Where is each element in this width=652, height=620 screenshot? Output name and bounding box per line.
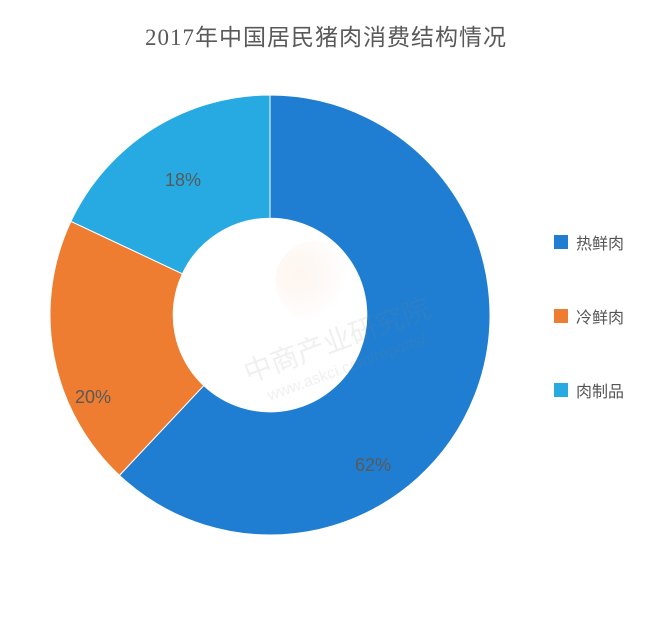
legend-item-1: 冷鲜肉 (554, 304, 624, 328)
legend-swatch-icon (554, 235, 568, 249)
legend: 热鲜肉 冷鲜肉 肉制品 (554, 230, 624, 402)
donut-chart: 62% 20% 18% (30, 75, 510, 555)
legend-label: 肉制品 (576, 378, 624, 402)
legend-label: 热鲜肉 (576, 230, 624, 254)
legend-item-0: 热鲜肉 (554, 230, 624, 254)
chart-title: 2017年中国居民猪肉消费结构情况 (0, 18, 652, 52)
legend-label: 冷鲜肉 (576, 304, 624, 328)
legend-swatch-icon (554, 383, 568, 397)
legend-swatch-icon (554, 309, 568, 323)
legend-item-2: 肉制品 (554, 378, 624, 402)
slice-label: 20% (75, 387, 111, 408)
slice-label: 62% (355, 455, 391, 476)
slice-label: 18% (165, 170, 201, 191)
